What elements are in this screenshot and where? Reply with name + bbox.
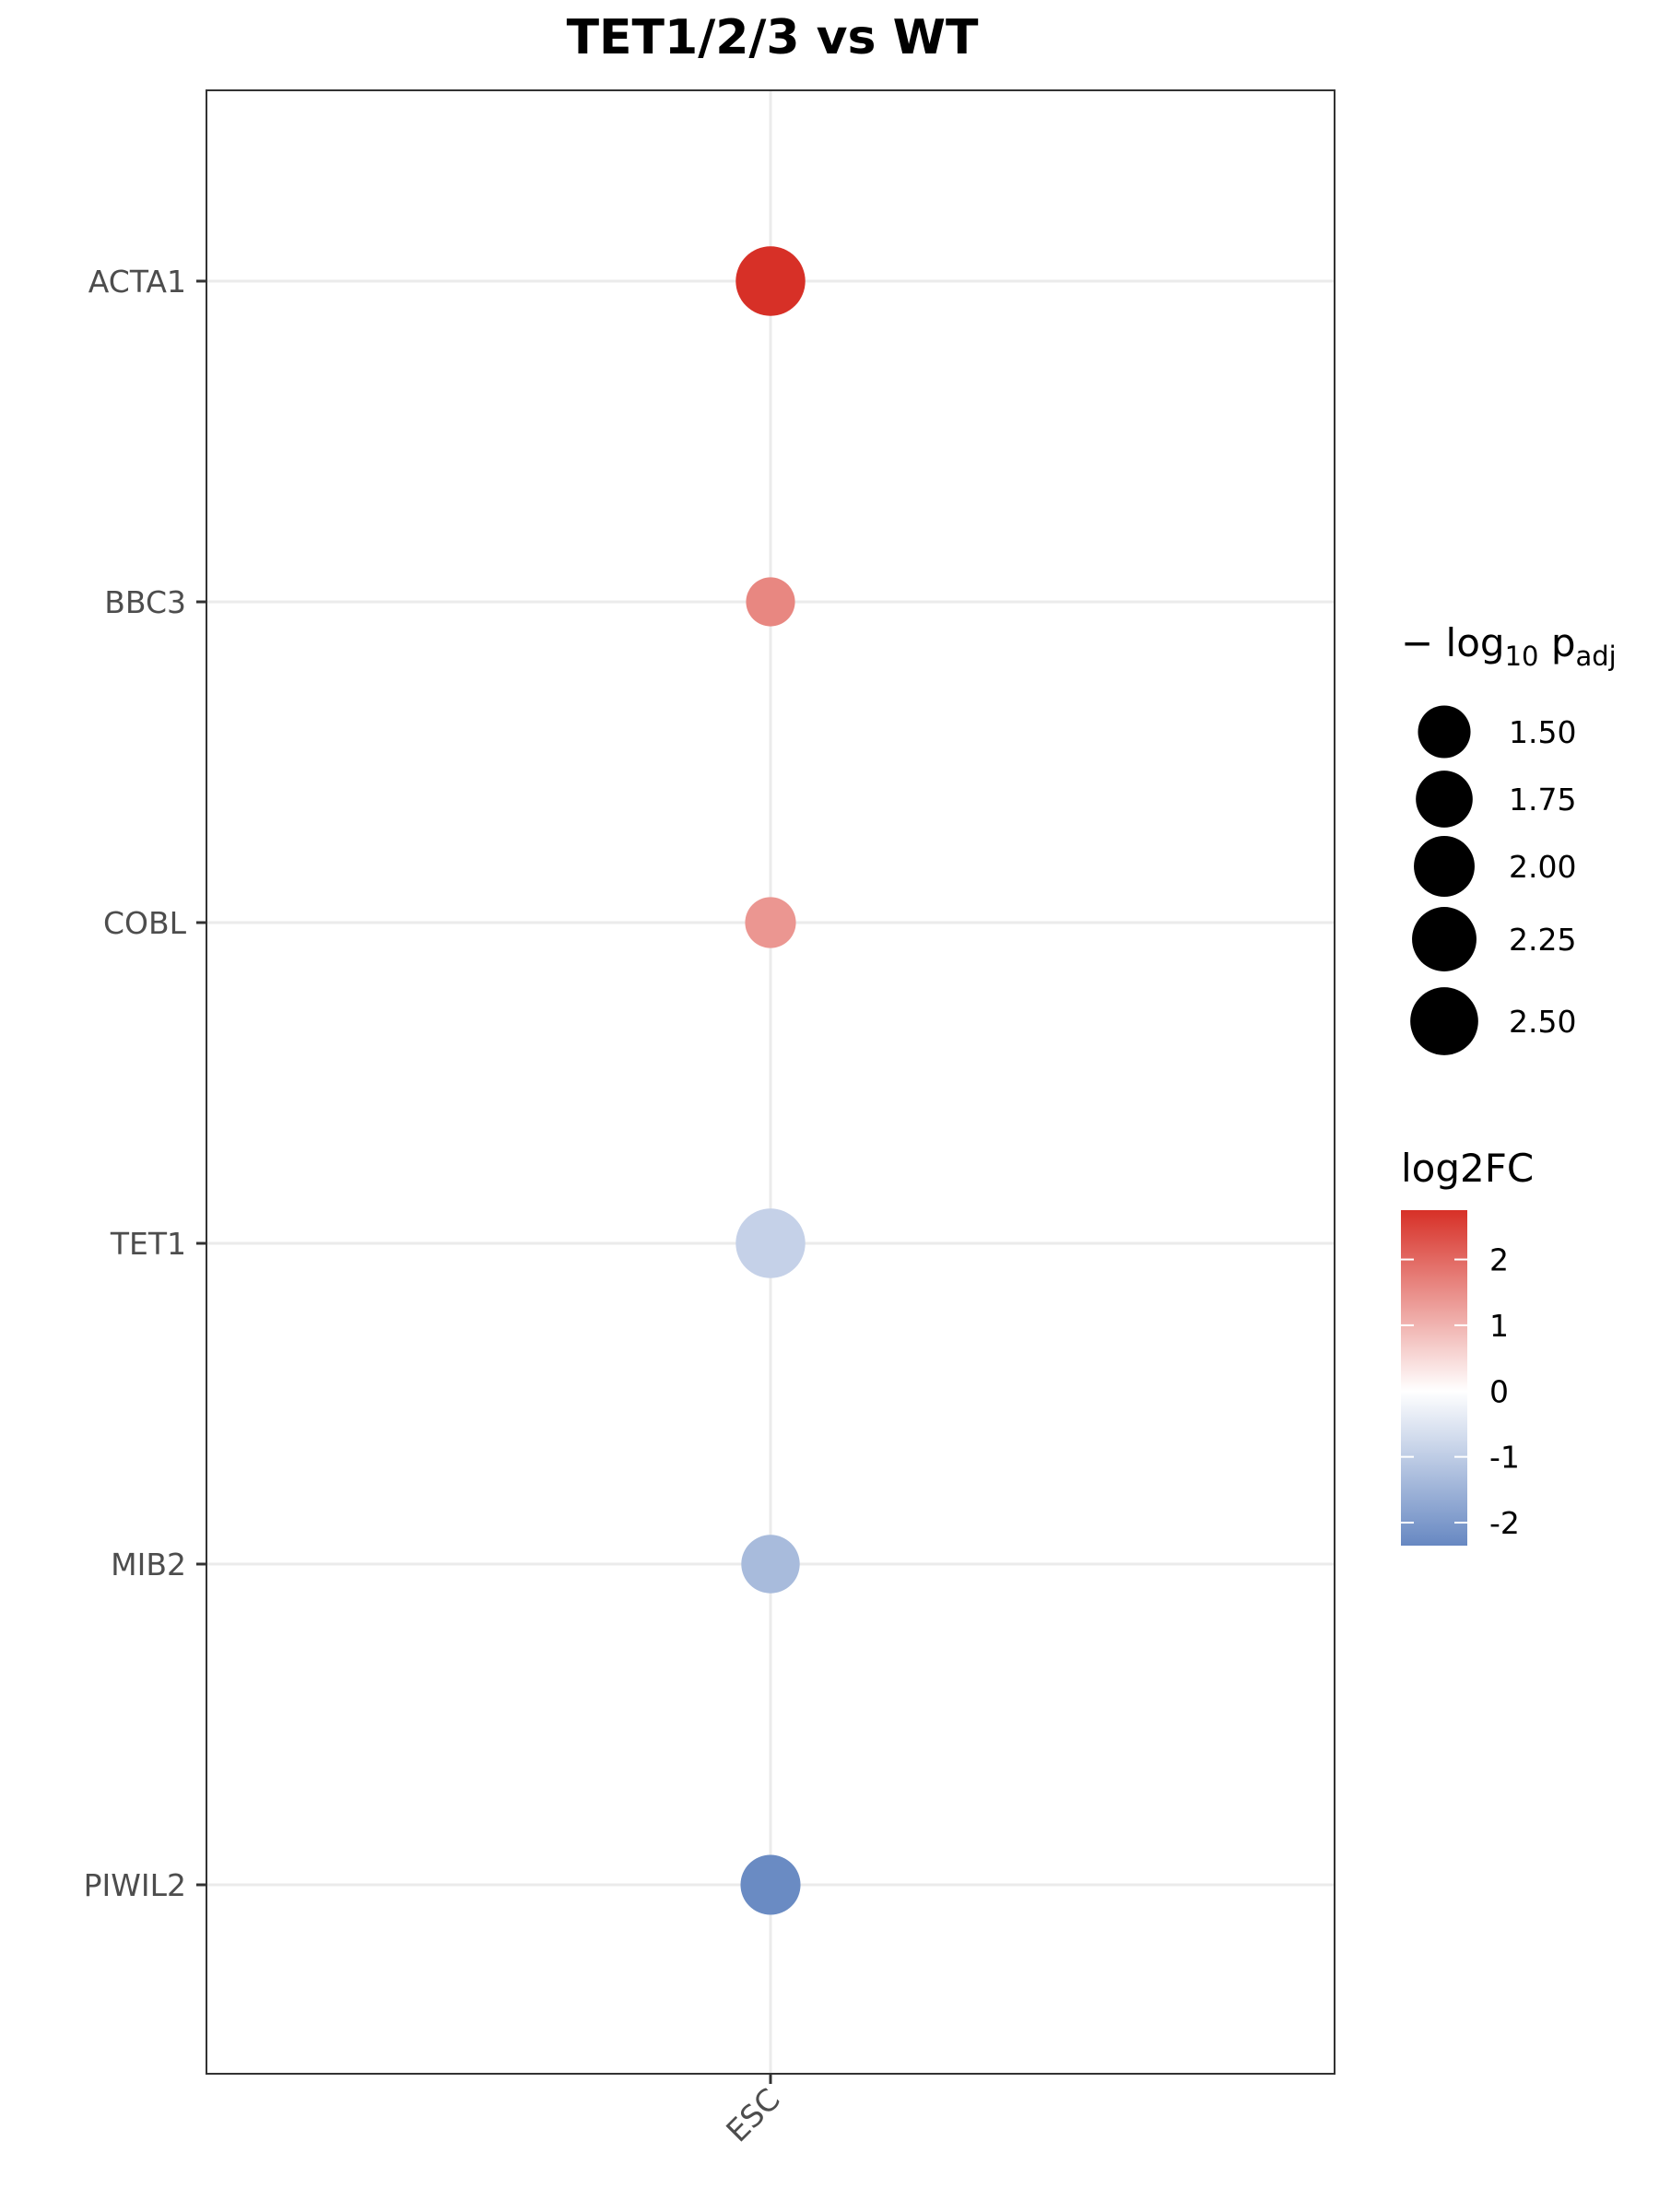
size-legend-key bbox=[1416, 771, 1473, 828]
plot-panel bbox=[206, 89, 1335, 2075]
size-legend-label: 2.00 bbox=[1509, 849, 1576, 885]
color-legend-label: -1 bbox=[1489, 1440, 1520, 1476]
data-point-piwil2 bbox=[740, 1854, 801, 1915]
y-tick-label: COBL bbox=[103, 905, 187, 941]
data-point-mib2 bbox=[741, 1535, 800, 1594]
y-tick-label: TET1 bbox=[110, 1226, 186, 1262]
size-legend-label: 2.25 bbox=[1509, 922, 1576, 958]
data-point-acta1 bbox=[735, 246, 806, 316]
chart-title: TET1/2/3 vs WT bbox=[567, 10, 979, 65]
data-point-tet1 bbox=[735, 1208, 806, 1278]
y-tick-label: PIWIL2 bbox=[84, 1867, 186, 1903]
x-axis: ESC bbox=[719, 2074, 787, 2149]
color-legend-bar bbox=[1401, 1210, 1467, 1546]
size-legend: − log10 padj 1.50 1.75 2.00 2.25 2.50 bbox=[1401, 620, 1617, 1055]
size-legend-key bbox=[1410, 987, 1478, 1055]
color-legend-title: log2FC bbox=[1401, 1146, 1534, 1191]
size-legend-label: 1.75 bbox=[1509, 782, 1576, 818]
data-point-bbc3 bbox=[746, 577, 795, 627]
color-legend-label: 2 bbox=[1489, 1242, 1509, 1278]
size-legend-title: − log10 padj bbox=[1401, 620, 1617, 672]
size-legend-label: 1.50 bbox=[1509, 714, 1576, 750]
x-tick-label: ESC bbox=[719, 2081, 786, 2148]
data-point-cobl bbox=[745, 897, 796, 948]
y-tick-label: MIB2 bbox=[111, 1547, 186, 1583]
size-legend-key bbox=[1414, 836, 1475, 897]
color-legend-label: 0 bbox=[1489, 1373, 1509, 1409]
y-axis: ACTA1 BBC3 COBL TET1 MIB2 PIWIL2 bbox=[84, 264, 206, 1903]
color-legend-label: 1 bbox=[1489, 1308, 1509, 1344]
y-tick-label: ACTA1 bbox=[88, 264, 186, 300]
size-legend-key bbox=[1412, 907, 1477, 971]
color-legend: log2FC 2 1 0 -1 -2 bbox=[1401, 1146, 1534, 1546]
color-legend-label: -2 bbox=[1489, 1505, 1520, 1541]
size-legend-key bbox=[1418, 705, 1471, 759]
y-tick-label: BBC3 bbox=[104, 584, 186, 620]
size-legend-label: 2.50 bbox=[1509, 1004, 1576, 1040]
